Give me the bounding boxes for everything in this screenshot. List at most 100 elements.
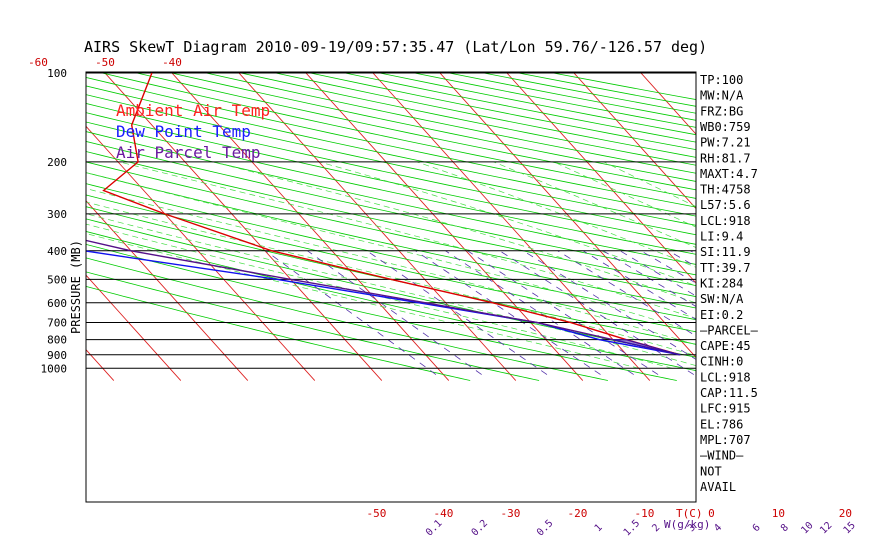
moist-adiabat-line — [416, 161, 696, 268]
stat-entry: CAP:11.5 — [700, 386, 758, 400]
mixing-ratio-tick: 15 — [842, 520, 858, 536]
dry-adiabat-line — [546, 72, 696, 100]
stat-entry: SW:N/A — [700, 292, 744, 306]
dry-adiabat-line — [86, 285, 471, 381]
pressure-tick-label: 600 — [47, 297, 67, 310]
series-line-ambient-air-temp — [102, 72, 681, 356]
pressure-tick-label: 500 — [47, 273, 67, 286]
bottom-temp-tick: -30 — [500, 507, 520, 520]
stat-entry: MW:N/A — [700, 89, 744, 103]
isotherm-line — [237, 72, 517, 381]
legend-entry: Air Parcel Temp — [116, 143, 261, 162]
isotherm-line — [86, 200, 249, 381]
stat-entry: MPL:707 — [700, 433, 751, 447]
stat-entry: L57:5.6 — [700, 198, 751, 212]
isotherm-line — [749, 44, 870, 380]
dry-adiabat-line — [96, 72, 696, 199]
mixing-ratio-tick: 2 — [650, 522, 662, 534]
series-line-air-parcel-temp — [86, 239, 681, 356]
dry-adiabat-line — [86, 218, 696, 358]
mixing-ratio-line — [668, 250, 696, 268]
pressure-tick-label: 1000 — [41, 362, 68, 375]
stat-entry: LI:9.4 — [700, 230, 743, 244]
top-temp-tick: -60 — [28, 56, 48, 69]
isotherm-line — [438, 72, 696, 359]
mixing-ratio-tick: 12 — [818, 520, 834, 536]
bottom-temp-tick: 20 — [839, 507, 852, 520]
top-temp-tick: -50 — [95, 56, 115, 69]
stat-entry: EL:786 — [700, 417, 743, 431]
mixing-ratio-tick: 1.5 — [622, 518, 643, 539]
mixing-ratio-line — [265, 250, 437, 375]
isotherm-line — [103, 72, 383, 381]
dry-adiabat-line — [86, 257, 608, 381]
mixing-ratio-tick: 0.1 — [424, 518, 445, 539]
pressure-tick-label: 100 — [47, 67, 67, 80]
bottom-temp-tick: -50 — [366, 507, 386, 520]
isotherm-line — [505, 72, 696, 284]
mixing-ratio-line — [557, 250, 696, 337]
isotherm-line — [0, 44, 47, 380]
dry-adiabat-line — [86, 121, 696, 255]
mixing-ratio-line — [366, 250, 548, 375]
dry-adiabat-line — [86, 85, 696, 217]
mixing-ratio-tick: 0.5 — [535, 518, 556, 539]
dry-adiabat-line — [86, 112, 696, 245]
stat-entry: LCL:918 — [700, 370, 751, 384]
dry-adiabat-line — [86, 94, 696, 226]
stat-entry: CAPE:45 — [700, 339, 751, 353]
mixing-ratio-tick: 10 — [799, 520, 815, 536]
mixing-ratio-tick: 1 — [593, 522, 605, 534]
moist-adiabat-line — [86, 223, 673, 369]
mixing-ratio-tick: 6 — [751, 522, 763, 534]
isotherm-line — [86, 274, 182, 381]
chart-title: AIRS SkewT Diagram 2010-09-19/09:57:35.4… — [84, 38, 707, 56]
stat-entry: NOT — [700, 464, 722, 478]
plot-frame — [85, 71, 697, 503]
bottom-temp-tick: 0 — [708, 507, 715, 520]
stat-entry: MAXT:4.7 — [700, 167, 758, 181]
cape-area — [612, 339, 681, 356]
bottom-temp-tick: -20 — [567, 507, 587, 520]
mixing-axis-unit: W(g/kg) — [664, 518, 710, 531]
dry-adiabat-line — [86, 103, 696, 236]
moist-adiabat-line — [493, 161, 696, 248]
profile-curves — [86, 72, 681, 356]
stat-entry: WB0:759 — [700, 120, 751, 134]
dry-adiabat-line — [86, 243, 677, 381]
stat-entry: —WIND— — [700, 449, 744, 463]
mixing-ratio-line — [619, 250, 696, 297]
stat-entry: CINH:0 — [700, 355, 743, 369]
dry-adiabat-line — [86, 131, 696, 265]
dry-adiabat-line — [407, 72, 696, 128]
bottom-temp-tick: -10 — [634, 507, 654, 520]
y-axis-label: PRESSURE (MB) — [69, 240, 83, 334]
moist-adiabat-line — [86, 233, 639, 369]
stat-entry: TP:100 — [700, 73, 743, 87]
bottom-temp-tick: 10 — [772, 507, 785, 520]
stat-entry: TT:39.7 — [700, 261, 751, 275]
stat-entry: TH:4758 — [700, 183, 751, 197]
pressure-tick-label: 200 — [47, 156, 67, 169]
mixing-ratio-tick: 4 — [712, 522, 724, 534]
mixing-ratio-tick: 0.2 — [470, 518, 491, 539]
dry-adiabat-line — [476, 72, 696, 114]
stat-entry: RH:81.7 — [700, 151, 751, 165]
pressure-tick-label: 400 — [47, 245, 67, 258]
isotherm-line — [304, 72, 584, 381]
stat-entry: SI:11.9 — [700, 245, 751, 259]
dry-adiabat-line — [86, 161, 696, 298]
dry-adiabat-line — [86, 230, 696, 371]
stat-entry: LCL:918 — [700, 214, 751, 228]
dry-adiabat-line — [86, 77, 696, 208]
dry-adiabat-line — [86, 172, 696, 309]
pressure-tick-label: 300 — [47, 208, 67, 221]
mixing-ratio-line — [307, 250, 482, 375]
legend-entry: Ambient Air Temp — [116, 101, 270, 120]
stat-entry: FRZ:BG — [700, 104, 743, 118]
dry-adiabat-line — [86, 141, 696, 276]
stat-entry: LFC:915 — [700, 402, 751, 416]
